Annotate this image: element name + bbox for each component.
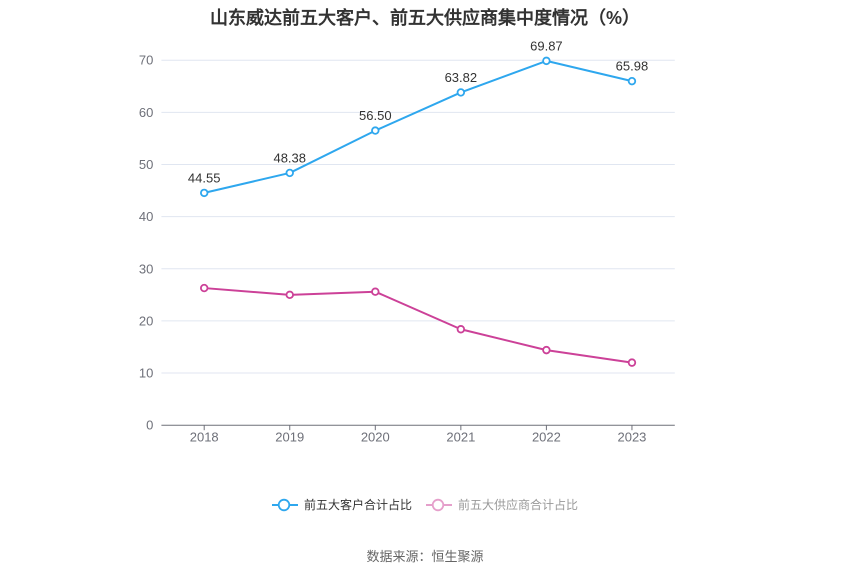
data-point-marker[interactable] xyxy=(456,88,466,97)
y-axis-tick-label: 40 xyxy=(139,209,153,224)
line-series-icon xyxy=(426,498,452,512)
data-point-marker[interactable] xyxy=(199,283,209,293)
data-point-label: 44.55 xyxy=(188,170,221,185)
y-axis-tick-label: 10 xyxy=(139,366,153,381)
x-axis-tick-label: 2023 xyxy=(617,430,646,445)
y-axis-tick-label: 30 xyxy=(139,261,153,276)
y-axis-tick-label: 60 xyxy=(139,105,153,120)
data-point-marker[interactable] xyxy=(542,56,551,66)
series-line-0 xyxy=(203,59,633,194)
data-point-label: 48.38 xyxy=(273,150,306,165)
legend-item-customers[interactable]: 前五大客户合计占比 xyxy=(271,498,412,512)
data-point-label: 69.87 xyxy=(530,38,563,53)
legend-item-suppliers[interactable]: 前五大供应商合计占比 xyxy=(426,498,578,512)
x-axis-tick-label: 2019 xyxy=(275,430,304,445)
legend-label-customers: 前五大客户合计占比 xyxy=(303,498,412,512)
data-point-marker[interactable] xyxy=(199,188,209,198)
data-point-marker[interactable] xyxy=(456,325,466,334)
y-axis-tick-label: 20 xyxy=(139,313,153,328)
data-point-marker[interactable] xyxy=(627,76,637,86)
data-point-marker[interactable] xyxy=(627,358,637,367)
y-axis-tick-label: 50 xyxy=(139,157,153,172)
data-point-marker[interactable] xyxy=(285,290,294,300)
legend-label-suppliers: 前五大供应商合计占比 xyxy=(458,498,579,512)
data-point-label: 63.82 xyxy=(445,70,478,85)
series-line-1 xyxy=(203,287,633,364)
y-axis-tick-label: 70 xyxy=(139,53,153,68)
y-axis-tick-label: 0 xyxy=(146,418,153,433)
x-axis-tick-label: 2018 xyxy=(190,430,219,445)
data-point-label: 56.50 xyxy=(359,108,392,123)
data-source-note: 数据来源：恒生聚源 xyxy=(366,549,484,564)
x-axis-tick-label: 2021 xyxy=(446,430,475,445)
legend: 前五大客户合计占比 前五大供应商合计占比 xyxy=(0,498,850,512)
data-point-label: 65.98 xyxy=(616,59,649,74)
data-point-marker[interactable] xyxy=(542,345,551,355)
data-point-marker[interactable] xyxy=(371,287,380,296)
data-point-marker[interactable] xyxy=(285,168,294,178)
x-axis-tick-label: 2020 xyxy=(361,430,390,445)
x-axis-tick-label: 2022 xyxy=(532,430,561,445)
line-series-icon xyxy=(271,498,298,512)
chart-title: 山东威达前五大客户、前五大供应商集中度情况（%） xyxy=(209,8,640,28)
data-point-marker[interactable] xyxy=(371,126,380,135)
